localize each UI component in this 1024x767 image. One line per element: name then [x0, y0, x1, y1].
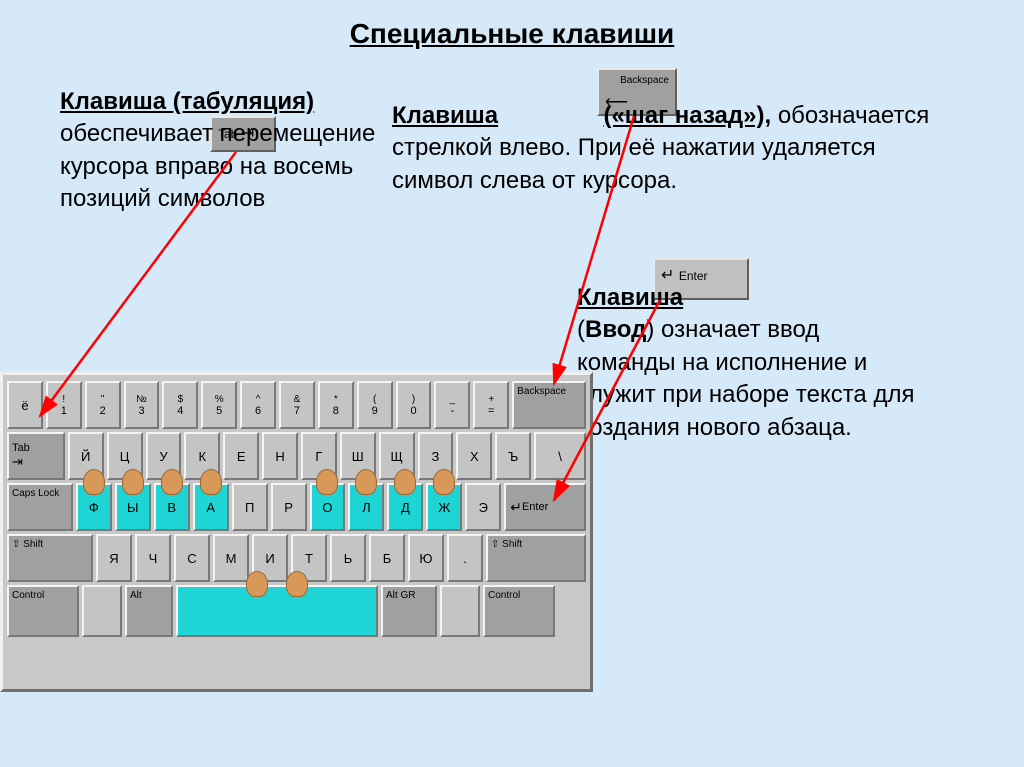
- enter-description-sub: Ввод: [585, 316, 646, 343]
- finger-indicator: [433, 469, 455, 495]
- backspace-description-mid: («шаг назад»),: [603, 102, 771, 129]
- key-Control: Control: [483, 585, 555, 637]
- key-Р: Р: [271, 483, 307, 531]
- key-_: _-: [434, 381, 470, 429]
- key-Д: Д: [387, 483, 423, 531]
- finger-indicator: [394, 469, 416, 495]
- key-Ч: Ч: [135, 534, 171, 582]
- key-М: М: [213, 534, 249, 582]
- key-⇧ Shift: ⇧ Shift: [7, 534, 93, 582]
- key-Alt: Alt: [125, 585, 173, 637]
- key-П: П: [232, 483, 268, 531]
- key-$: $4: [162, 381, 198, 429]
- key-!: !1: [46, 381, 82, 429]
- key-Tab: Tab ⇥: [7, 432, 65, 480]
- enter-key-label: Enter: [679, 269, 708, 283]
- backspace-description: Клавиша («шаг назад»), обозначается стре…: [392, 100, 952, 197]
- enter-description: Клавиша (Ввод) означает ввод команды на …: [577, 282, 917, 444]
- key-Я: Я: [96, 534, 132, 582]
- key-О: О: [310, 483, 346, 531]
- key-Ж: Ж: [426, 483, 462, 531]
- key-): )0: [396, 381, 432, 429]
- key-ё: ё: [7, 381, 43, 429]
- key-Alt GR: Alt GR: [381, 585, 437, 637]
- finger-indicator: [355, 469, 377, 495]
- key-&: &7: [279, 381, 315, 429]
- finger-indicator: [161, 469, 183, 495]
- key-^: ^6: [240, 381, 276, 429]
- key-В: В: [154, 483, 190, 531]
- key-%: %5: [201, 381, 237, 429]
- key-*: *8: [318, 381, 354, 429]
- finger-indicator: [122, 469, 144, 495]
- key-Control: Control: [7, 585, 79, 637]
- key-Caps Lock: Caps Lock: [7, 483, 73, 531]
- key-Ъ: Ъ: [495, 432, 531, 480]
- key-Ю: Ю: [408, 534, 444, 582]
- page-title: Специальные клавиши: [0, 18, 1024, 50]
- key-Ь: Ь: [330, 534, 366, 582]
- key-А: А: [193, 483, 229, 531]
- key-Н: Н: [262, 432, 298, 480]
- tab-description-body: обеспечивает перемещение курсора вправо …: [60, 120, 375, 212]
- finger-indicator: [83, 469, 105, 495]
- finger-indicator: [200, 469, 222, 495]
- backspace-key-label: Backspace: [605, 75, 669, 86]
- key-blank: [82, 585, 122, 637]
- key-\: \: [534, 432, 586, 480]
- key-.: .: [447, 534, 483, 582]
- key-№: №3: [124, 381, 160, 429]
- key-Ф: Ф: [76, 483, 112, 531]
- key-Backspace: Backspace: [512, 381, 586, 429]
- key-(: (9: [357, 381, 393, 429]
- key-С: С: [174, 534, 210, 582]
- key-Ы: Ы: [115, 483, 151, 531]
- key-Х: Х: [456, 432, 492, 480]
- key-⇧ Shift: ⇧ Shift: [486, 534, 586, 582]
- tab-description-head: Клавиша (табуляция): [60, 88, 314, 115]
- key-Enter: ↵ Enter: [504, 483, 586, 531]
- keyboard-diagram: ё!1"2№3$4%5^6&7*8(9)0_-+=Backspace Tab ⇥…: [0, 372, 593, 692]
- finger-indicator: [246, 571, 268, 597]
- key-Э: Э: [465, 483, 501, 531]
- enter-description-head: Клавиша: [577, 284, 683, 311]
- key-blank: [176, 585, 378, 637]
- key-": "2: [85, 381, 121, 429]
- key-Л: Л: [348, 483, 384, 531]
- key-+: +=: [473, 381, 509, 429]
- key-Е: Е: [223, 432, 259, 480]
- tab-description: Клавиша (табуляция) обеспечивает перемещ…: [60, 86, 390, 216]
- finger-indicator: [316, 469, 338, 495]
- key-Б: Б: [369, 534, 405, 582]
- backspace-description-head: Клавиша: [392, 102, 498, 129]
- key-blank: [440, 585, 480, 637]
